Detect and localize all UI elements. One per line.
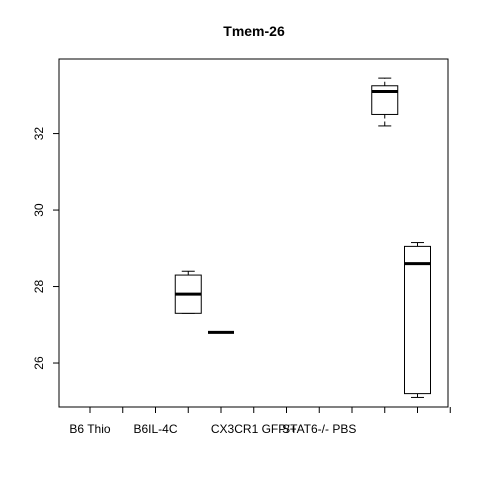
y-tick-label: 26 — [32, 356, 46, 370]
x-tick-label: B6IL-4C — [133, 422, 177, 436]
x-axis: B6 Thio B6IL-4C CX3CR1 GFP/+STAT6-/- PBS — [69, 407, 451, 436]
y-tick-label: 32 — [32, 127, 46, 141]
box-11 — [404, 242, 431, 398]
y-tick-label: 30 — [32, 203, 46, 217]
box-10 — [371, 77, 399, 127]
y-tick-label: 28 — [32, 280, 46, 294]
boxes — [174, 77, 431, 398]
x-tick-label: B6 Thio — [69, 422, 110, 436]
box-body — [404, 245, 431, 395]
box-4 — [174, 270, 202, 314]
x-tick-label: CX3CR1 GFP/+ — [211, 422, 297, 436]
x-tick-label: STAT6-/- PBS — [282, 422, 356, 436]
y-axis: 26 28 30 32 — [32, 127, 59, 370]
chart-title: Tmem-26 — [223, 23, 285, 39]
